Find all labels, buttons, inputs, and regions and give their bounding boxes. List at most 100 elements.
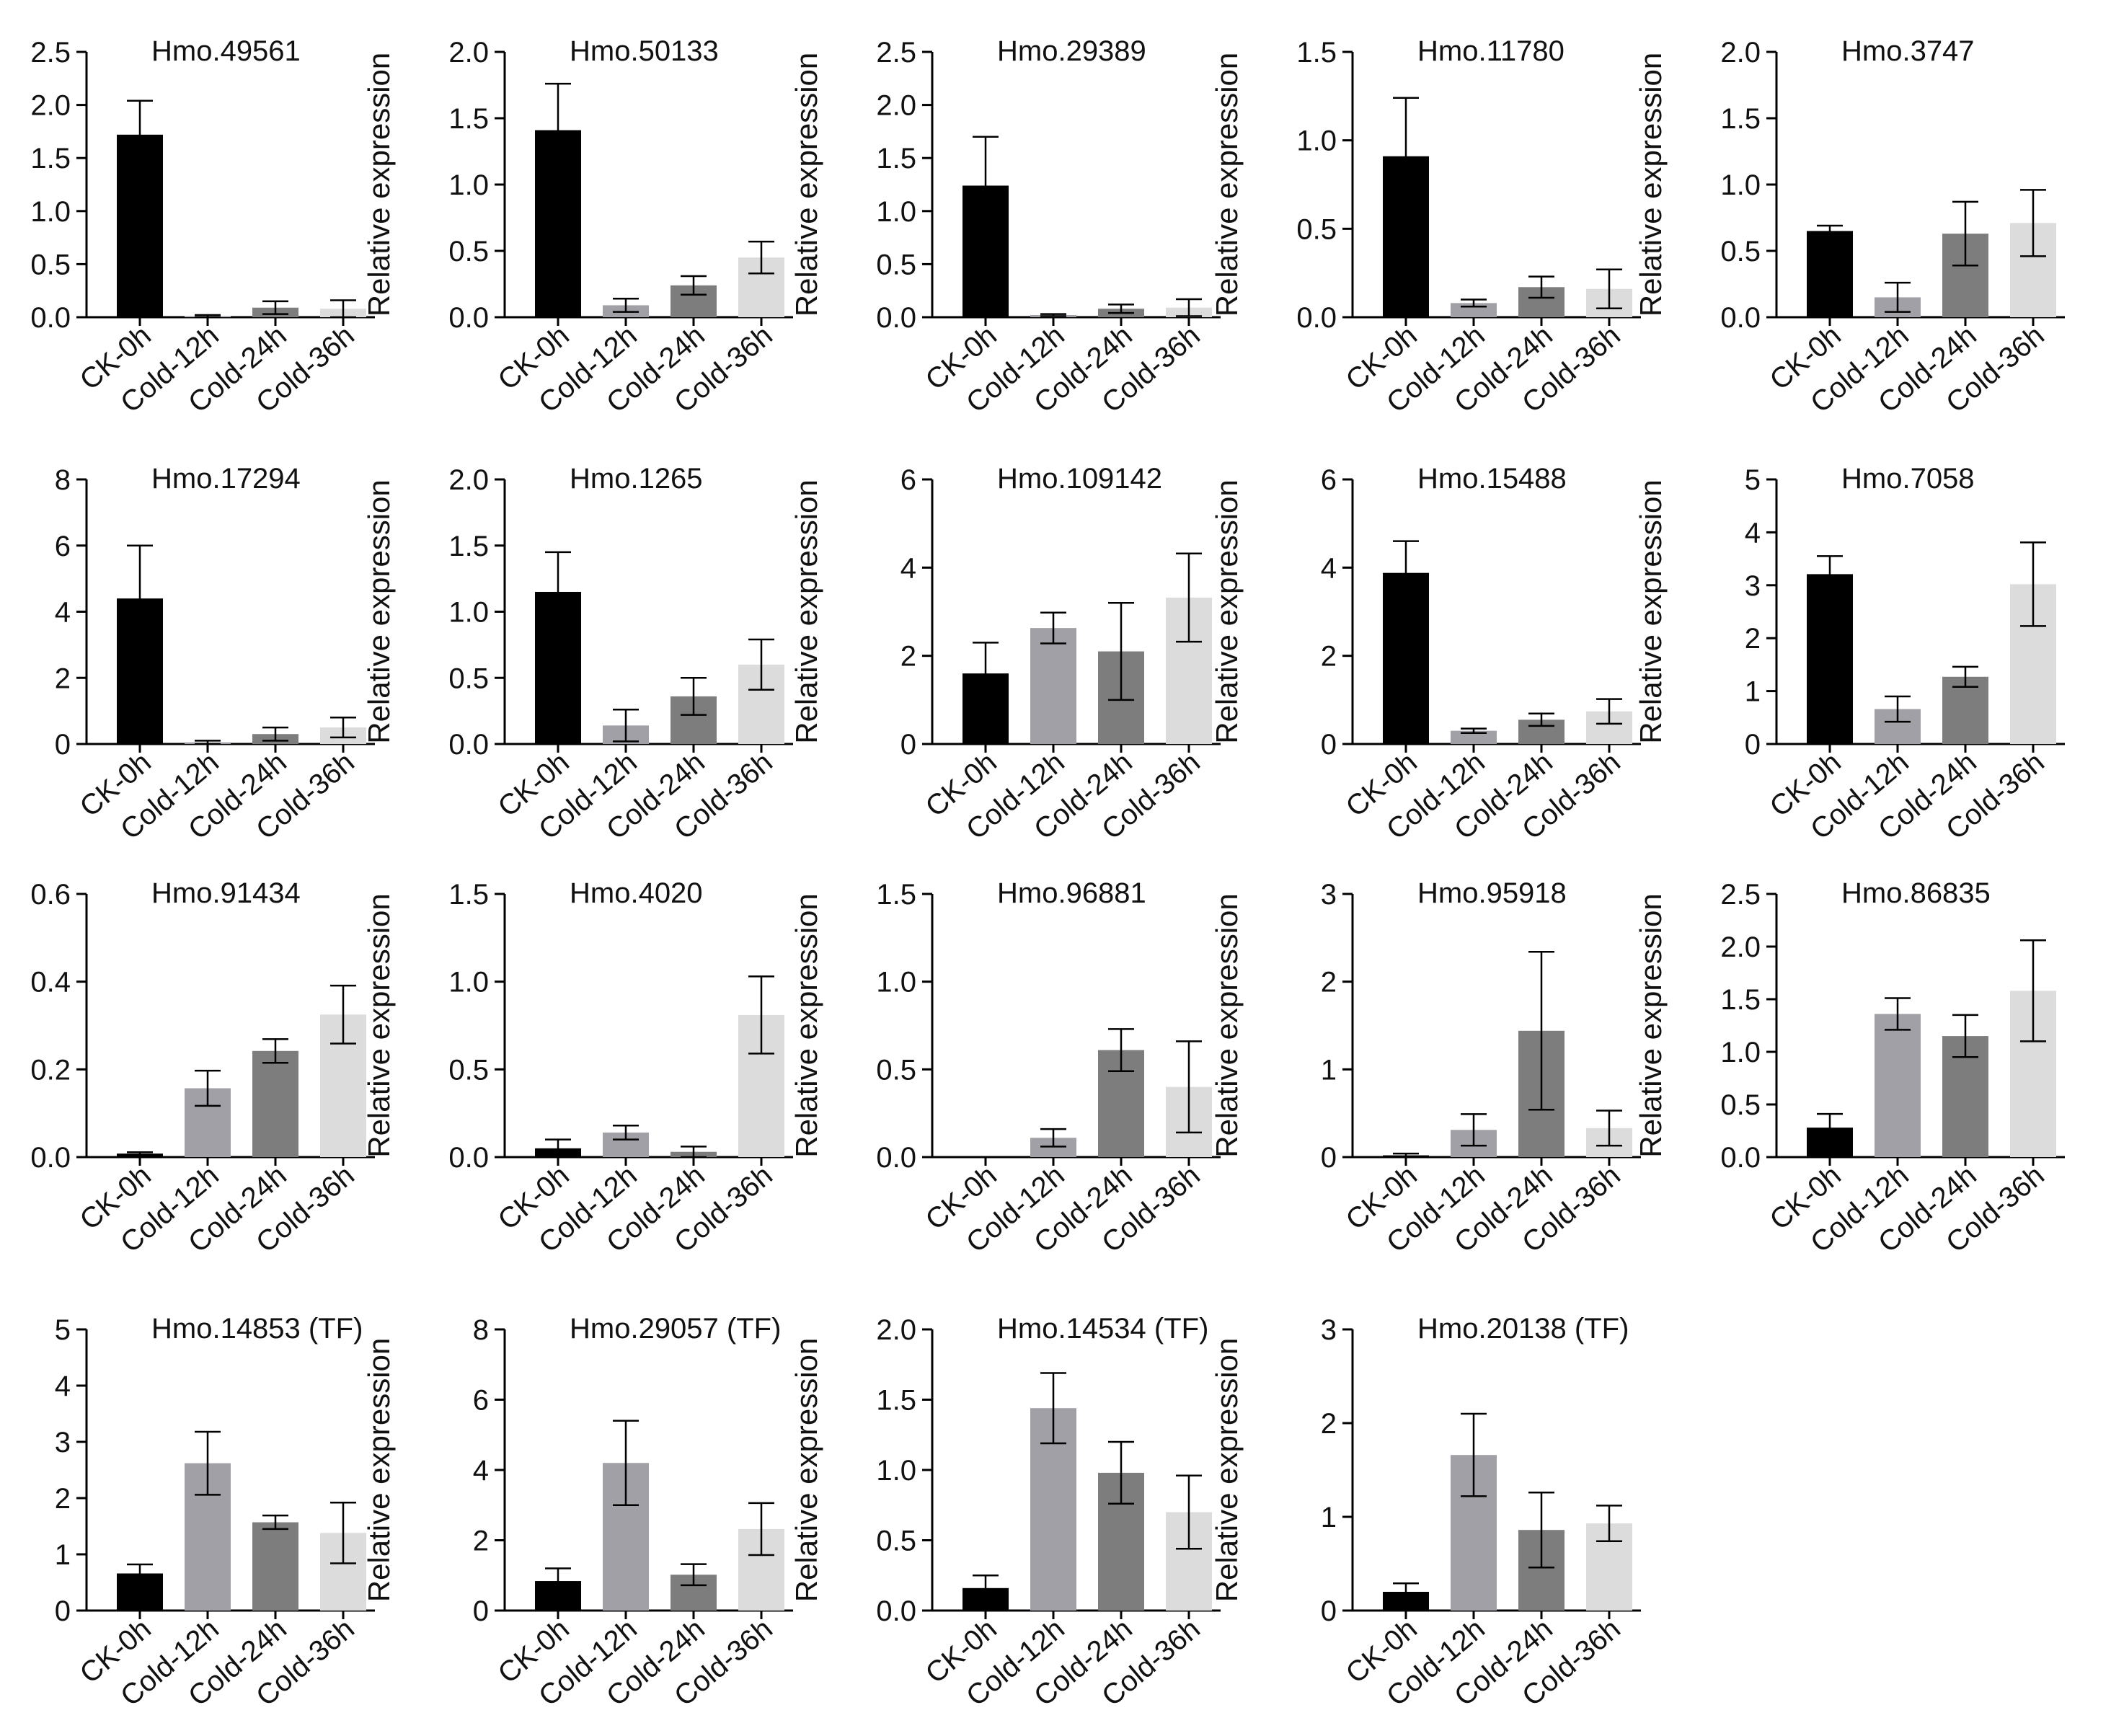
y-tick-label: 2.0 xyxy=(1720,37,1761,68)
chart-title: Hmo.49561 xyxy=(151,35,301,67)
y-axis-label: Relative expression xyxy=(789,1338,823,1603)
chart-panel-18: Relative expression Hmo.14534 (TF) 0.0 0.5 1… xyxy=(789,1313,1221,1712)
bar-cold-12h xyxy=(1875,1014,1921,1157)
y-tick-label: 3 xyxy=(1321,879,1337,911)
y-tick-label: 1.0 xyxy=(1296,125,1337,157)
chart-title: Hmo.109142 xyxy=(997,463,1162,495)
chart-panel-14: Relative expressionHmo.959180123CK-0hCol… xyxy=(1210,877,1641,1259)
y-tick-label: 2 xyxy=(1321,967,1337,998)
chart-panel-4: Relative expression Hmo.11780 0.0 0.5 1.0 1.5… xyxy=(1210,35,1641,419)
chart-title: Hmo.7058 xyxy=(1841,463,1975,495)
y-tick-label: 0 xyxy=(900,729,916,761)
chart-title: Hmo.20138 (TF) xyxy=(1417,1313,1629,1345)
y-axis-label: Relative expression xyxy=(1634,893,1668,1158)
chart-panel-2: Relative expression Hmo.50133 0.0 0.5 1.0 1.5… xyxy=(362,35,793,419)
y-tick-label: 0.0 xyxy=(876,1142,916,1174)
y-axis-label: Relative expression xyxy=(1210,479,1244,744)
y-tick-label: 1.0 xyxy=(1720,1037,1761,1068)
y-tick-label: 1 xyxy=(1745,676,1761,708)
y-tick-label: 0 xyxy=(1745,729,1761,761)
y-tick-label: 0 xyxy=(55,729,71,761)
y-tick-label: 4 xyxy=(55,597,71,629)
chart-panel-5: Relative expression Hmo.3747 0.0 0.5 1.0 1.5 2… xyxy=(1634,35,2065,419)
y-tick-label: 2.5 xyxy=(1720,879,1761,911)
y-tick-label: 0.0 xyxy=(448,1142,489,1174)
chart-panel-10: Relative expressionHmo.7058012345CK-0hCo… xyxy=(1634,463,2065,846)
y-tick-label: 1.5 xyxy=(876,879,916,911)
y-tick-label: 2.5 xyxy=(876,37,916,68)
chart-panel-9: Relative expressionHmo.154880246CK-0hCol… xyxy=(1210,463,1641,846)
chart-title: Hmo.86835 xyxy=(1841,877,1991,909)
bar-cold-24h xyxy=(1942,676,1988,744)
chart-panel-12: Relative expressionHmo.40200.00.51.01.5C… xyxy=(362,877,793,1259)
y-tick-label: 0.0 xyxy=(876,1595,916,1627)
y-tick-label: 0.0 xyxy=(1720,302,1761,334)
y-tick-label: 2.0 xyxy=(448,37,489,68)
y-tick-label: 0.5 xyxy=(1296,213,1337,245)
y-axis-label: Relative expression xyxy=(362,479,396,744)
chart-title: Hmo.15488 xyxy=(1417,463,1567,495)
y-tick-label: 4 xyxy=(900,552,916,584)
y-tick-label: 0.5 xyxy=(448,663,489,694)
y-tick-label: 0.5 xyxy=(876,249,916,280)
y-axis-label: Relative expression xyxy=(789,893,823,1158)
y-tick-label: 1.0 xyxy=(448,169,489,201)
chart-title: Hmo.96881 xyxy=(997,877,1146,909)
y-tick-label: 4 xyxy=(1321,552,1337,584)
y-tick-label: 2.0 xyxy=(876,90,916,122)
y-tick-label: 2.0 xyxy=(30,90,71,122)
y-tick-label: 3 xyxy=(1321,1314,1337,1346)
y-tick-label: 0.0 xyxy=(30,302,71,334)
y-tick-label: 0.5 xyxy=(1720,236,1761,267)
chart-panel-7: Relative expression Hmo.1265 0.0 0.5 1.0 1.5 2… xyxy=(362,463,793,846)
y-tick-label: 1.0 xyxy=(448,967,489,998)
y-tick-label: 1 xyxy=(1321,1054,1337,1086)
y-tick-label: 1.0 xyxy=(876,196,916,228)
y-tick-label: 0.4 xyxy=(30,967,71,998)
y-tick-label: 8 xyxy=(55,464,71,496)
y-tick-label: 0 xyxy=(1321,1595,1337,1627)
y-tick-label: 0.5 xyxy=(876,1054,916,1086)
y-axis-label: Relative expression xyxy=(362,1338,396,1603)
chart-title: Hmo.4020 xyxy=(570,877,703,909)
y-tick-label: 0 xyxy=(1321,729,1337,761)
y-tick-label: 4 xyxy=(473,1455,489,1487)
y-tick-label: 2 xyxy=(900,641,916,673)
y-tick-label: 0.2 xyxy=(30,1054,71,1086)
y-tick-label: 0.6 xyxy=(30,879,71,911)
y-tick-label: 2 xyxy=(1321,641,1337,673)
chart-panel-13: Relative expression Hmo.96881 0.0 0.5 1.0 1.5… xyxy=(789,877,1221,1259)
chart-panel-8: Relative expressionHmo.1091420246CK-0hCo… xyxy=(789,463,1221,846)
chart-title: Hmo.1265 xyxy=(570,463,703,495)
chart-panel-3: Relative expression Hmo.29389 0.0 0.5 1.0 1.5… xyxy=(789,35,1221,419)
bar-cold-12h xyxy=(1451,730,1497,744)
y-tick-label: 1.5 xyxy=(448,879,489,911)
chart-title: Hmo.29389 xyxy=(997,35,1146,67)
y-axis-label: Relative expression xyxy=(789,479,823,744)
y-tick-label: 1.0 xyxy=(876,967,916,998)
chart-title: Hmo.29057 (TF) xyxy=(570,1313,781,1345)
bar-ck-0h xyxy=(1807,574,1853,744)
y-tick-label: 1.0 xyxy=(876,1455,916,1487)
y-tick-label: 0.0 xyxy=(448,302,489,334)
y-tick-label: 1.5 xyxy=(876,143,916,174)
y-tick-label: 2.0 xyxy=(1720,931,1761,963)
y-tick-label: 1.5 xyxy=(30,143,71,174)
chart-title: Hmo.95918 xyxy=(1417,877,1567,909)
bar-cold-24h xyxy=(252,1522,298,1611)
y-tick-label: 2 xyxy=(1745,623,1761,655)
y-tick-label: 4 xyxy=(55,1370,71,1402)
y-axis-label: Relative expression xyxy=(1210,893,1244,1158)
chart-title: Hmo.14853 (TF) xyxy=(151,1313,363,1345)
y-axis-label: Relative expression xyxy=(1210,53,1244,317)
y-tick-label: 3 xyxy=(55,1427,71,1458)
chart-title: Hmo.50133 xyxy=(570,35,719,67)
y-tick-label: 1.5 xyxy=(1720,103,1761,135)
y-axis-label: Relative expression xyxy=(1210,1338,1244,1603)
chart-title: Hmo.14534 (TF) xyxy=(997,1313,1208,1345)
y-tick-label: 0.0 xyxy=(30,1142,71,1174)
y-tick-label: 1.5 xyxy=(1720,984,1761,1016)
y-axis-label: Relative expression xyxy=(1634,53,1668,317)
y-tick-label: 3 xyxy=(1745,570,1761,602)
